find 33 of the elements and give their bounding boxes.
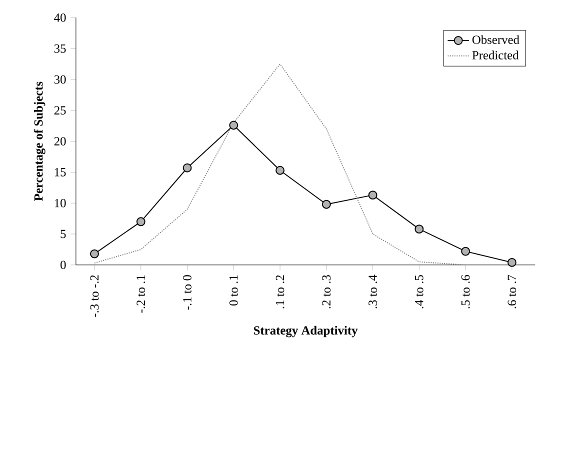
point bbox=[276, 166, 285, 175]
x-tick-label: -.2 to .1 bbox=[136, 275, 146, 313]
legend-label: Observed bbox=[472, 35, 520, 44]
point bbox=[229, 120, 238, 130]
x-tick-label: .3 to .4 bbox=[368, 274, 377, 308]
y-tick-label: 35 bbox=[54, 44, 66, 53]
y-tick-label: 30 bbox=[54, 75, 66, 84]
point bbox=[368, 190, 378, 200]
point bbox=[90, 249, 99, 258]
x-tick-label: .1 to .2 bbox=[276, 275, 284, 308]
point bbox=[461, 246, 470, 256]
y-tick-label: 0 bbox=[60, 260, 66, 270]
y-axis-title: Percentage of Subjects bbox=[34, 82, 46, 202]
x-tick-label: -.1 to 0 bbox=[183, 275, 192, 310]
legend-label: Predicted bbox=[472, 50, 519, 60]
y-tick-label: 5 bbox=[60, 230, 66, 238]
point bbox=[507, 258, 516, 268]
y-tick-label: 40 bbox=[54, 14, 66, 22]
y-tick-label: 15 bbox=[54, 168, 66, 176]
y-tick-label: 25 bbox=[54, 106, 66, 115]
point bbox=[414, 224, 424, 234]
point bbox=[136, 217, 146, 226]
point bbox=[322, 200, 331, 209]
x-tick-label: .2 to .3 bbox=[322, 275, 331, 308]
x-tick-label: 0 to .1 bbox=[229, 275, 238, 306]
x-tick-label: .5 to .6 bbox=[461, 275, 470, 308]
x-tick-label: -.3 to -.2 bbox=[90, 275, 99, 317]
y-tick-label: 10 bbox=[54, 199, 66, 208]
x-tick-label: .4 to .5 bbox=[415, 275, 424, 308]
point bbox=[182, 163, 192, 172]
x-tick-label: .6 to .7 bbox=[508, 275, 516, 308]
y-tick-label: 20 bbox=[54, 137, 66, 146]
x-axis-title: Strategy Adaptivity bbox=[254, 326, 358, 338]
